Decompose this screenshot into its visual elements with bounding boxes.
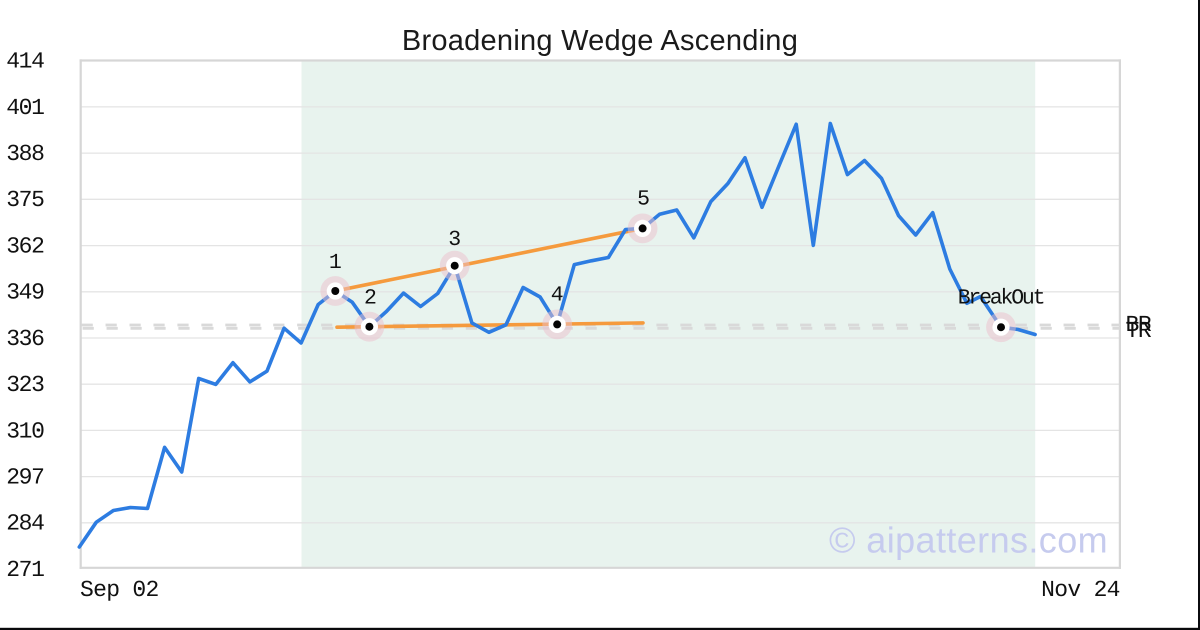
svg-text:323: 323 bbox=[6, 372, 44, 398]
svg-text:414: 414 bbox=[6, 49, 44, 75]
svg-text:Nov 24: Nov 24 bbox=[1041, 577, 1120, 603]
svg-text:284: 284 bbox=[6, 511, 44, 537]
svg-text:Broadening Wedge Ascending: Broadening Wedge Ascending bbox=[402, 25, 798, 57]
svg-text:401: 401 bbox=[6, 95, 44, 121]
svg-text:271: 271 bbox=[6, 557, 44, 583]
svg-text:3: 3 bbox=[448, 228, 461, 252]
svg-text:4: 4 bbox=[551, 284, 564, 308]
svg-text:375: 375 bbox=[6, 187, 44, 213]
svg-text:© aipatterns.com: © aipatterns.com bbox=[829, 520, 1108, 561]
svg-text:BR: BR bbox=[1126, 312, 1152, 338]
svg-text:BreakOut: BreakOut bbox=[958, 287, 1044, 311]
svg-text:2: 2 bbox=[364, 287, 377, 311]
svg-text:349: 349 bbox=[6, 280, 44, 306]
svg-text:TR: TR bbox=[1126, 318, 1152, 344]
svg-text:297: 297 bbox=[6, 465, 43, 491]
svg-text:1: 1 bbox=[329, 251, 342, 275]
svg-text:Sep 02: Sep 02 bbox=[80, 577, 159, 603]
svg-text:5: 5 bbox=[637, 188, 650, 212]
svg-text:388: 388 bbox=[6, 141, 44, 167]
svg-text:336: 336 bbox=[6, 326, 44, 352]
svg-text:362: 362 bbox=[6, 234, 44, 260]
